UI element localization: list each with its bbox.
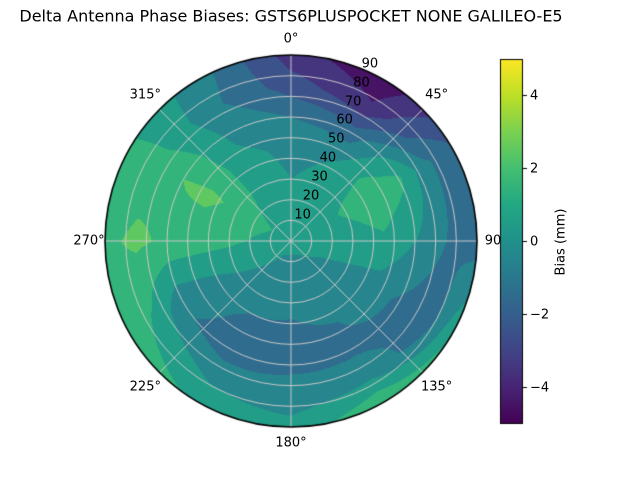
- colorbar-axis-label: Bias (mm): [553, 208, 569, 276]
